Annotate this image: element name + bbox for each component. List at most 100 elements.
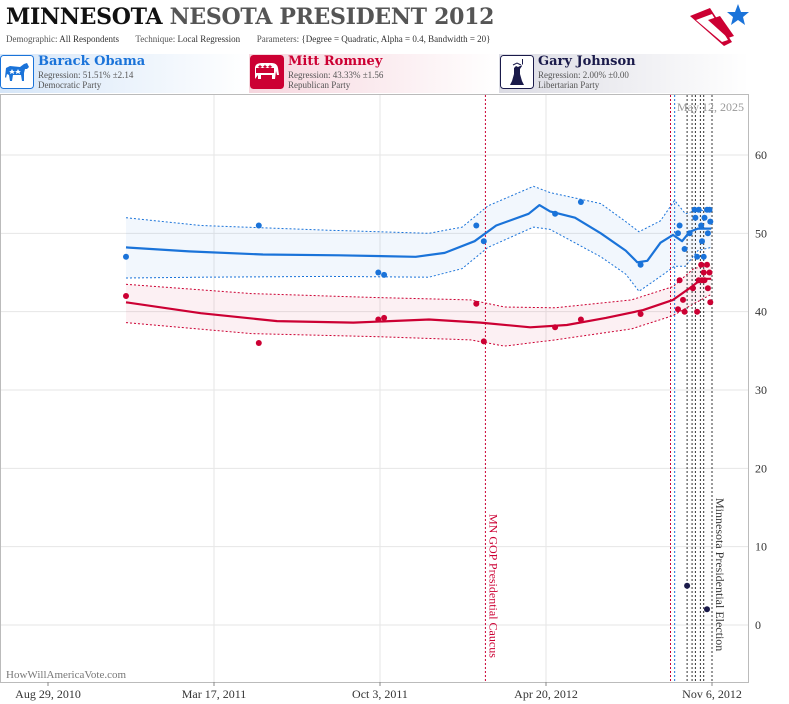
poll-point xyxy=(255,222,262,229)
poll-point xyxy=(255,340,262,346)
y-tick-label: 30 xyxy=(755,383,767,397)
candidate-party: Libertarian Party xyxy=(538,80,600,90)
confidence-band xyxy=(126,186,712,292)
candidate-regression: Regression: 51.51% ±2.14 xyxy=(38,70,134,80)
y-tick-label: 50 xyxy=(755,226,767,240)
upper-bound-line xyxy=(125,185,712,234)
poll-point xyxy=(698,261,705,268)
poll-point xyxy=(706,269,713,276)
poll-point xyxy=(700,253,707,260)
legend-background xyxy=(0,54,749,93)
candidate-party: Republican Party xyxy=(288,80,351,90)
poll-point xyxy=(680,296,686,303)
trend-lines xyxy=(125,204,712,329)
donkey-icon xyxy=(0,55,34,89)
poll-point xyxy=(676,277,683,284)
poll-point xyxy=(704,606,710,613)
poll-point xyxy=(704,230,711,237)
title-rest: NESOTA PRESIDENT 2012 xyxy=(169,4,495,30)
poll-points xyxy=(123,199,714,613)
candidate-regression: Regression: 43.33% ±1.56 xyxy=(288,70,384,80)
poll-point xyxy=(676,222,683,229)
poll-point xyxy=(694,308,701,315)
poll-point xyxy=(123,253,129,260)
y-tick-label: 10 xyxy=(755,540,767,554)
plot-border xyxy=(0,94,749,683)
candidate-romney: Mitt Romney Regression: 43.33% ±1.56 Rep… xyxy=(250,54,499,92)
upper-bound-line xyxy=(125,264,712,309)
poll-point xyxy=(692,214,699,221)
poll-chart: MN GOP Presidential Caucus Minnesota Pres… xyxy=(0,94,767,701)
poll-point xyxy=(552,210,559,217)
elephant-icon xyxy=(250,55,284,89)
poll-point xyxy=(381,271,388,278)
x-tick-label: Apr 20, 2012 xyxy=(514,687,578,701)
site-logo-icon xyxy=(690,4,749,46)
poll-point xyxy=(577,199,584,205)
parameters-line: Demographic: All Respondents Technique: … xyxy=(6,34,491,44)
candidate-name: Mitt Romney xyxy=(288,54,383,69)
candidate-party: Democratic Party xyxy=(38,80,102,90)
x-tick-label: Aug 29, 2010 xyxy=(15,687,81,701)
poll-point xyxy=(681,308,688,315)
technique-label: Technique: xyxy=(135,34,176,44)
page-title: MINNESOTA NESOTA PRESIDENT 2012 xyxy=(6,4,494,30)
y-tick-label: 60 xyxy=(755,148,767,162)
statue-of-liberty-icon xyxy=(500,55,534,89)
x-tick-label: Nov 6, 2012 xyxy=(682,687,742,701)
candidate-johnson: Gary Johnson Regression: 2.00% ±0.00 Lib… xyxy=(500,54,749,92)
trend-line xyxy=(125,204,712,264)
poll-point xyxy=(637,311,644,317)
grid-layer xyxy=(1,95,748,682)
header: MINNESOTA NESOTA PRESIDENT 2012 Demograp… xyxy=(0,0,789,52)
poll-point xyxy=(473,222,480,229)
x-tick-label: Mar 17, 2011 xyxy=(182,687,247,701)
poll-point xyxy=(698,222,705,229)
candidate-legend: Barack Obama Regression: 51.51% ±2.14 De… xyxy=(0,54,749,94)
y-tick-label: 20 xyxy=(755,461,767,475)
poll-point xyxy=(684,582,691,589)
poll-point xyxy=(704,285,711,292)
poll-point xyxy=(694,253,701,260)
poll-point xyxy=(695,206,702,213)
as-of-date-label: May 12, 2025 xyxy=(677,100,744,114)
poll-point xyxy=(577,316,584,323)
parameters-value: {Degree = Quadratic, Alpha = 0.4, Bandwi… xyxy=(301,34,491,44)
y-tick-label: 0 xyxy=(755,618,761,632)
poll-point xyxy=(552,324,559,331)
event-lines: MN GOP Presidential Caucus Minnesota Pres… xyxy=(484,95,727,682)
axes: 0 10 20 30 40 50 60 Aug 29, 2010 Mar 17, 2011 Oct… xyxy=(15,148,767,701)
demographic-label: Demographic: xyxy=(6,34,58,44)
event-label: MN GOP Presidential Caucus xyxy=(486,514,500,658)
poll-point xyxy=(691,206,698,213)
poll-point xyxy=(707,299,714,306)
poll-point xyxy=(699,238,705,245)
poll-point xyxy=(701,277,708,284)
technique-value: Local Regression xyxy=(177,34,241,44)
poll-point xyxy=(675,230,681,237)
poll-point xyxy=(701,214,708,221)
poll-point xyxy=(123,293,129,299)
parameters-label: Parameters: xyxy=(256,34,300,44)
demographic-value: All Respondents xyxy=(59,34,119,44)
poll-point xyxy=(473,300,480,307)
lower-bound-line xyxy=(125,293,712,347)
candidate-name: Gary Johnson xyxy=(538,54,636,69)
candidate-regression: Regression: 2.00% ±0.00 xyxy=(538,70,629,80)
poll-point xyxy=(381,314,388,321)
poll-point xyxy=(375,316,382,323)
poll-point xyxy=(480,338,487,345)
poll-point xyxy=(686,230,693,237)
event-label: Minnesota Presidential Election xyxy=(713,498,727,651)
poll-point xyxy=(700,269,707,276)
poll-point xyxy=(707,218,714,225)
poll-point xyxy=(706,206,713,213)
candidate-obama: Barack Obama Regression: 51.51% ±2.14 De… xyxy=(0,54,249,92)
poll-point xyxy=(637,261,644,268)
watermark: HowWillAmericaVote.com xyxy=(6,669,126,681)
lower-bound-line xyxy=(125,226,712,292)
poll-point xyxy=(681,246,688,252)
poll-point xyxy=(675,306,681,313)
poll-point xyxy=(480,238,487,245)
y-tick-label: 40 xyxy=(755,305,767,319)
